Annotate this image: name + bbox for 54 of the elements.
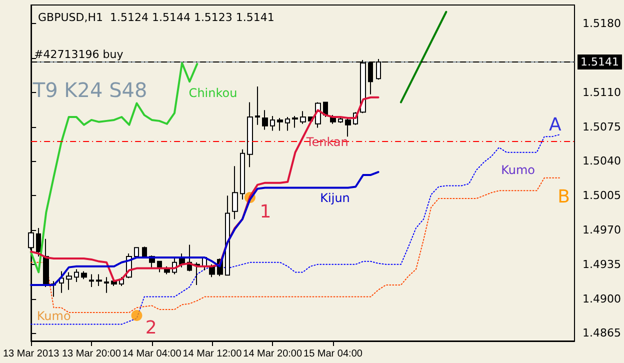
ref-line-label: 1.5141 [580, 55, 620, 68]
x-tick-label: 15 Mar 04:00 [304, 348, 363, 360]
candlestick [104, 276, 109, 294]
y-tick-label: 1.4900 [582, 292, 622, 306]
y-tick-label: 1.4970 [582, 223, 622, 236]
candlestick [285, 116, 290, 132]
annotation: T9 K24 S48 [32, 78, 148, 102]
annotation: Kumo [36, 309, 71, 323]
annotation: Tenkan [305, 135, 348, 149]
x-tick-label: 14 Mar 12:00 [182, 348, 242, 360]
annotation: Kumo [501, 163, 536, 177]
candlestick [277, 117, 283, 132]
candlestick [225, 195, 230, 276]
annotation: Chinkou [188, 86, 238, 100]
candlestick [240, 148, 245, 200]
annotation: 2 [145, 318, 157, 338]
y-tick-label: 1.4865 [582, 326, 622, 340]
x-tick-label: 14 Mar 04:00 [122, 348, 182, 360]
annotation: Kijun [320, 191, 350, 205]
candlestick [232, 166, 238, 220]
candlestick [247, 102, 253, 168]
candlestick [292, 116, 298, 128]
x-tick-label: 14 Mar 20:00 [243, 348, 302, 360]
candlestick [81, 270, 87, 280]
y-tick-label: 1.4935 [582, 258, 622, 271]
candlestick [345, 117, 351, 138]
candlestick [43, 238, 49, 288]
candlestick [96, 274, 102, 286]
ref-line-label: #42713196 buy [34, 48, 124, 61]
y-tick-label: 1.5040 [582, 154, 622, 168]
y-tick-label: 1.5005 [582, 189, 622, 202]
y-tick-label: 1.5180 [582, 17, 622, 30]
annotation: A [549, 114, 562, 136]
candlestick [262, 110, 268, 130]
candlestick [134, 247, 139, 258]
y-tick-label: 1.5110 [582, 86, 622, 99]
annotation: B [558, 186, 570, 208]
candlestick [89, 274, 94, 288]
x-tick-label: 13 Mar 20:00 [62, 348, 122, 360]
candlestick [300, 110, 306, 124]
candlestick [270, 116, 275, 132]
annotation: 1 [260, 202, 272, 222]
y-tick-label: 1.5075 [582, 120, 622, 134]
candlestick [194, 262, 200, 286]
x-tick-label: 13 Mar 2013 [2, 348, 60, 360]
text: GBPUSD,H1 1.5124 1.5144 1.5123 1.5141 [38, 11, 274, 24]
candlestick [338, 116, 343, 124]
candlestick [66, 272, 72, 290]
candlestick [36, 228, 41, 258]
candlestick [255, 86, 260, 126]
candlestick [74, 268, 79, 283]
line-series [30, 171, 380, 286]
candlestick [59, 270, 64, 294]
line-series [30, 96, 380, 282]
